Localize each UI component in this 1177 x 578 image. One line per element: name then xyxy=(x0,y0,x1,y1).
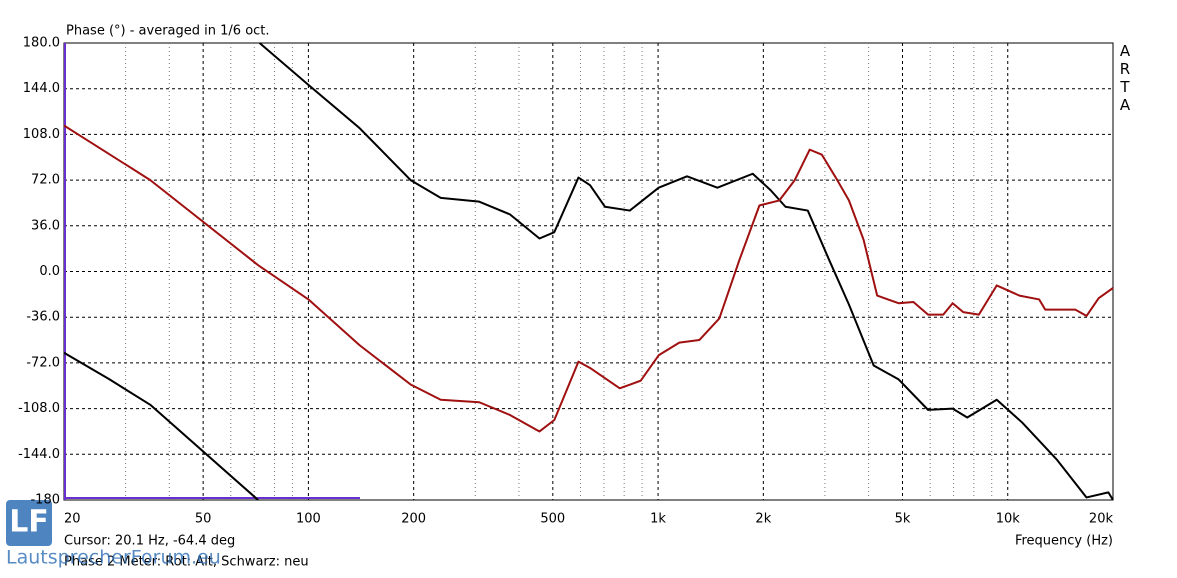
y-tick-label: 180.0 xyxy=(23,36,60,51)
x-tick-label: 200 xyxy=(401,512,426,527)
x-tick-label: 1k xyxy=(650,512,666,527)
x-tick-label: 20 xyxy=(64,512,81,527)
y-tick-label: -108.0 xyxy=(18,401,60,416)
x-tick-label: 5k xyxy=(895,512,911,527)
y-tick-label: -180 xyxy=(30,493,60,508)
y-tick-label: -36.0 xyxy=(26,310,60,325)
cursor-readout: Cursor: 20.1 Hz, -64.4 deg xyxy=(64,534,235,549)
series-line xyxy=(63,124,1114,433)
watermark: LautsprecherForum.eu xyxy=(6,547,221,569)
x-tick-label: 50 xyxy=(195,512,212,527)
y-tick-label: 0.0 xyxy=(39,264,60,279)
y-tick-label: 72.0 xyxy=(31,173,60,188)
series-line xyxy=(63,42,1114,501)
x-tick-label: 500 xyxy=(540,512,565,527)
x-axis-label: Frequency (Hz) xyxy=(1015,534,1113,549)
x-tick-label: 100 xyxy=(296,512,321,527)
note: Phase 2 Meter: Rot: Alt, Schwarz: neu xyxy=(64,555,309,570)
y-tick-label: 144.0 xyxy=(23,81,60,96)
y-tick-label: -72.0 xyxy=(26,355,60,370)
x-tick-label: 10k xyxy=(996,512,1021,527)
y-tick-label: -144.0 xyxy=(18,447,60,462)
logo-box xyxy=(6,500,52,546)
x-tick-label: 20k xyxy=(1089,512,1114,527)
brand: ARTA xyxy=(1116,42,1134,114)
x-tick-label: 2k xyxy=(755,512,771,527)
y-tick-label: 36.0 xyxy=(31,218,60,233)
logo: LF xyxy=(9,505,49,540)
y-tick-label: 108.0 xyxy=(23,127,60,142)
chart-title: Phase (°) - averaged in 1/6 oct. xyxy=(66,24,270,39)
